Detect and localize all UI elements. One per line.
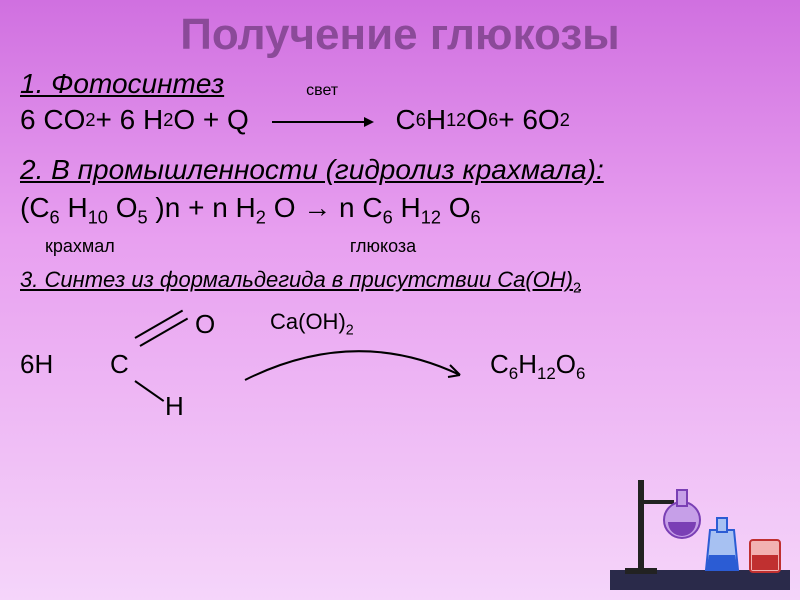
eq2-part: O [116,192,138,223]
equation-formaldehyde: 6H C O H Ca(OH)2 C6H12O6 [20,305,780,425]
eq1-part: + 6O [498,104,559,136]
arrow-label: свет [306,82,338,100]
sub: 2 [163,110,173,131]
sub: 2 [560,110,570,131]
single-bond-line-icon [134,380,164,402]
equation-labels: крахмал глюкоза [20,236,780,257]
slide: Получение глюкозы 1. Фотосинтез 6 CO2 + … [0,0,800,600]
arrow-line-icon [272,121,372,123]
curved-arrow-icon [240,335,470,390]
sub: 12 [446,110,466,131]
sub: 6 [509,364,518,383]
sub: 5 [137,208,147,228]
sub: 6 [488,110,498,131]
sub: 6 [50,208,60,228]
eq2-part: (C [20,192,50,223]
fh-caoh: Ca(OH)2 [270,309,354,338]
prod-part: H [518,349,537,379]
sub: 10 [88,208,108,228]
sub: 2 [256,208,266,228]
fh-c: C [110,349,129,380]
sub: 6 [576,364,585,383]
fh-h: H [165,391,184,422]
sub-inline: 2 [573,267,581,292]
slide-title: Получение глюкозы [20,10,780,60]
section-2-heading: 2. В промышленности (гидролиз крахмала): [20,154,780,186]
sub: 2 [85,110,95,131]
chemistry-clipart-icon [610,470,790,590]
eq1-part: O + Q [173,104,248,136]
equation-photosynthesis: 6 CO2 + 6 H2 O + Q свет C6 H12 O6 + 6O2 [20,104,780,136]
sub: 12 [537,364,556,383]
section-3-heading: 3. Синтез из формальдегида в присутствии… [20,267,780,296]
section-1-heading: 1. Фотосинтез [20,68,780,100]
eq1-part: + 6 H [95,104,163,136]
equation-hydrolysis: (C6 H10 O5 )n + n H2 O → n C6 H12 O6 [20,190,780,230]
fh-product: C6H12O6 [490,349,585,384]
eq1-part: H [426,104,446,136]
label-starch: крахмал [45,236,115,256]
eq1-part: O [466,104,488,136]
caoh-text: Ca(OH) [270,309,346,334]
sub: 6 [383,208,393,228]
eq2-part: O → n C [274,192,383,223]
reaction-arrow: свет [272,104,372,136]
prod-part: C [490,349,509,379]
eq1-part: C [395,104,415,136]
eq2-part: H [401,192,421,223]
eq2-part: )n + n H [155,192,255,223]
eq2-part: H [67,192,87,223]
fh-o: O [195,309,215,340]
label-glucose: глюкоза [350,236,416,256]
sub: 6 [471,208,481,228]
sub: 12 [421,208,441,228]
fh-6h: 6H [20,349,53,380]
eq2-part: O [449,192,471,223]
eq1-part: 6 CO [20,104,85,136]
sub: 6 [416,110,426,131]
prod-part: O [556,349,576,379]
section-3-text: 3. Синтез из формальдегида в присутствии… [20,267,573,292]
